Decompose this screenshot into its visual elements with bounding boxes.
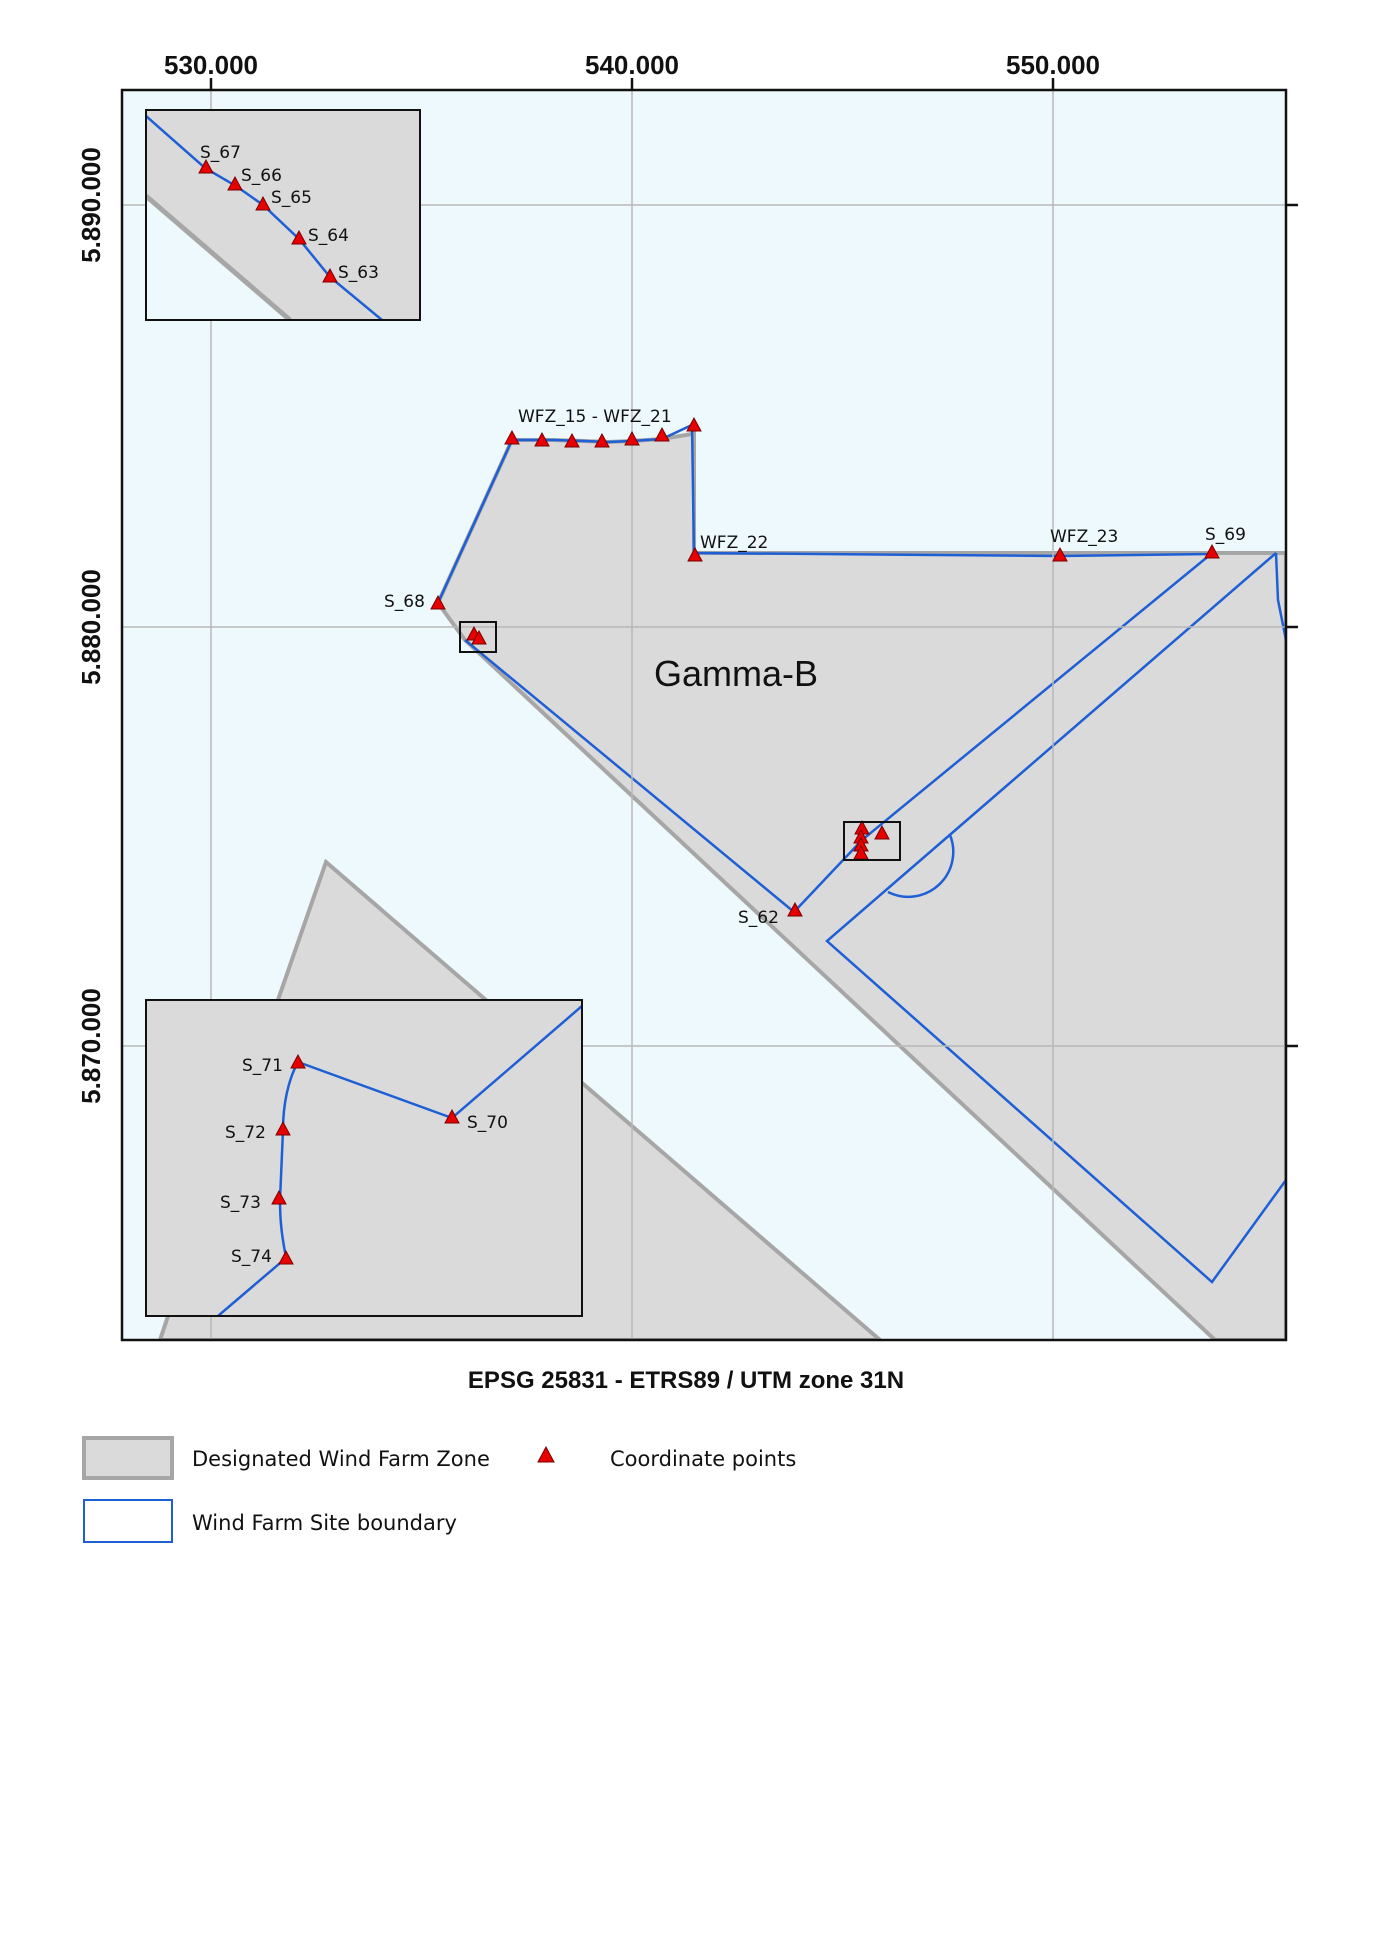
point-marker [1052,546,1068,562]
site-boundary-diagonal [464,553,1212,914]
detail-box-south [843,821,901,861]
point-label: S_69 [1205,525,1246,545]
x-tick-label: 530.000 [164,50,258,80]
point-marker [787,901,803,917]
point-label: S_67 [200,143,241,163]
point-marker [534,431,550,447]
point-marker [322,267,338,283]
point-marker [198,158,214,174]
point-marker [275,1120,291,1136]
point-label: S_71 [242,1056,283,1076]
point-label: S_72 [225,1123,266,1143]
point-label: S_63 [338,263,379,283]
legend-boundary-swatch [83,1499,173,1543]
y-tick-label: 5.870.000 [76,988,106,1104]
legend-point-icon [537,1445,555,1463]
y-tick-label: 5.890.000 [76,147,106,263]
legend: Designated Wind Farm Zone Coordinate poi… [82,1436,796,1543]
inset-south: S_71 S_70 S_72 S_73 S_74 [145,999,583,1317]
point-marker [654,426,670,442]
area-label-gamma-b: Gamma-B [654,653,818,694]
point-marker [290,1053,306,1069]
inset-zone-edge [146,194,292,320]
coordinate-points [430,416,1220,917]
point-label: WFZ_22 [700,533,768,553]
point-marker [471,629,487,645]
point-marker [255,195,271,211]
site-boundary-east [825,552,1286,1284]
point-label: S_64 [308,226,349,246]
point-label: S_66 [241,166,282,186]
map-border [120,88,1288,1342]
point-marker [687,546,703,562]
y-tick-label: 5.880.000 [76,569,106,685]
point-marker [271,1189,287,1205]
point-marker [1204,543,1220,559]
point-marker [874,824,890,840]
legend-points-label: Coordinate points [610,1447,796,1471]
inset-north: S_67 S_66 S_65 S_64 S_63 [145,109,421,321]
tick-marks [209,78,1298,1048]
point-marker [564,432,580,448]
point-marker [444,1108,460,1124]
legend-boundary-label: Wind Farm Site boundary [192,1511,457,1535]
x-tick-label: 550.000 [1006,50,1100,80]
point-label: S_70 [467,1113,508,1133]
point-label: WFZ_23 [1050,527,1118,547]
crs-title: EPSG 25831 - ETRS89 / UTM zone 31N [468,1367,904,1394]
x-tick-label: 540.000 [585,50,679,80]
point-label: S_68 [384,592,425,612]
point-marker [504,429,520,445]
inset-border [145,109,421,321]
point-marker [686,416,702,432]
point-marker [624,430,640,446]
point-marker [430,594,446,610]
site-boundary-arc [887,834,955,899]
point-label: S_62 [738,908,779,928]
inset-background [146,1000,582,1316]
inset-border [145,999,583,1317]
point-marker [291,229,307,245]
detail-box-north [459,621,497,653]
point-label: S_73 [220,1193,261,1213]
point-label: WFZ_15 - WFZ_21 [518,407,672,427]
legend-zone-swatch [82,1436,174,1480]
legend-zone-label: Designated Wind Farm Zone [192,1447,490,1471]
point-marker [278,1249,294,1265]
point-marker [227,175,243,191]
point-label: S_74 [231,1247,272,1267]
point-label: S_65 [271,188,312,208]
point-marker [594,432,610,448]
